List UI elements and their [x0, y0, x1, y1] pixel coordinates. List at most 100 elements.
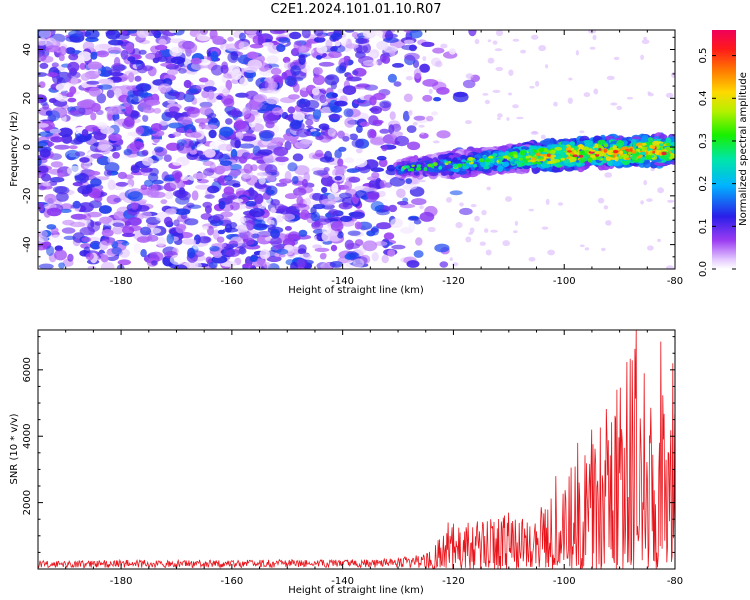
heatmap-cell — [613, 149, 619, 154]
heatmap-cell — [645, 154, 652, 160]
heatmap-cell — [490, 229, 498, 233]
snr-y-tick-label: 2000 — [22, 490, 33, 515]
heatmap-cell — [339, 192, 352, 199]
heatmap-cell — [88, 87, 101, 97]
heatmap-cell — [344, 117, 356, 128]
heatmap-cell — [512, 104, 519, 109]
heatmap-cell — [487, 155, 494, 159]
heatmap-cell — [320, 252, 327, 259]
heatmap-cell — [58, 127, 73, 138]
heatmap-cell — [281, 111, 289, 120]
heatmap-cell — [134, 75, 142, 82]
heatmap-cell — [251, 156, 266, 161]
heatmap-cell — [422, 94, 433, 102]
heatmap-cell — [270, 67, 282, 76]
heatmap-cell — [479, 241, 486, 246]
heatmap-cell — [290, 119, 302, 130]
heatmap-cell — [87, 61, 103, 70]
heatmap-cell — [449, 257, 453, 261]
heatmap-cell — [312, 109, 322, 120]
heatmap-cell — [343, 108, 354, 118]
heatmap-cell — [647, 91, 651, 95]
heatmap-cell — [135, 82, 152, 92]
heatmap-cell — [481, 209, 487, 216]
heatmap-cell — [530, 152, 535, 157]
heatmap-cell — [376, 155, 387, 161]
heatmap-cell — [513, 230, 518, 234]
heatmap-cell — [168, 106, 180, 113]
heatmap-cell — [412, 121, 418, 126]
figure-title: C2E1.2024.101.01.10.R07 — [270, 2, 442, 17]
heatmap-cell — [348, 252, 360, 259]
heatmap-cell — [222, 88, 230, 97]
heatmap-cell — [220, 160, 232, 167]
heatmap-cell — [492, 89, 501, 93]
heatmap-cell — [38, 156, 42, 167]
heatmap-cell — [293, 187, 307, 196]
heatmap-cell — [304, 99, 320, 110]
heatmap-cell — [415, 237, 423, 246]
snr-x-axis-label: Height of straight line (km) — [288, 585, 424, 596]
heatmap-cell — [257, 149, 273, 156]
heatmap-cell — [545, 64, 549, 69]
heatmap-cell — [38, 81, 46, 89]
heatmap-cell — [337, 231, 344, 239]
heatmap-cell — [79, 227, 95, 236]
heatmap-cell — [465, 73, 474, 79]
heatmap-cell — [146, 188, 160, 198]
snr-series-line — [38, 330, 675, 569]
heatmap-cell — [583, 92, 591, 98]
heatmap-cell — [345, 43, 359, 49]
heatmap-cell — [362, 240, 378, 252]
heatmap-cell — [187, 88, 199, 94]
heatmap-cell — [355, 148, 363, 154]
heatmap-cell — [518, 157, 524, 161]
heatmap-cell — [229, 243, 238, 248]
heatmap-cell — [441, 164, 446, 168]
heatmap-cell — [553, 101, 558, 107]
heatmap-cell — [192, 172, 208, 180]
heatmap-cell — [109, 53, 118, 58]
heatmap-cell — [638, 145, 643, 149]
heatmap-x-tick-label: -120 — [442, 276, 465, 287]
heatmap-cell — [447, 160, 452, 164]
heatmap-cell — [401, 44, 418, 51]
heatmap-cell — [300, 107, 316, 113]
heatmap-cell — [199, 101, 213, 108]
heatmap-cell — [452, 163, 459, 169]
heatmap-cell — [505, 196, 512, 202]
heatmap-cell — [362, 30, 377, 39]
heatmap-cell — [629, 148, 633, 152]
heatmap-cell — [525, 158, 531, 161]
heatmap-cell — [114, 87, 122, 96]
heatmap-cell — [107, 179, 116, 191]
heatmap-cell — [210, 117, 219, 124]
heatmap-cell — [407, 141, 421, 151]
heatmap-cell — [468, 30, 477, 37]
heatmap-cell — [274, 203, 286, 212]
heatmap-cell — [191, 190, 199, 201]
heatmap-y-tick-label: 40 — [22, 43, 33, 56]
heatmap-cell — [90, 112, 97, 121]
heatmap-cell — [516, 161, 523, 168]
heatmap-cell — [479, 158, 485, 163]
heatmap-cell — [243, 66, 258, 73]
heatmap-cell — [216, 95, 223, 100]
heatmap-cell — [113, 211, 126, 220]
heatmap-cell — [486, 186, 491, 191]
heatmap-cell — [334, 166, 346, 176]
heatmap-cell — [255, 30, 263, 37]
heatmap-cell — [178, 67, 187, 74]
heatmap-cell — [266, 88, 280, 94]
heatmap-cell — [292, 176, 299, 184]
heatmap-cell — [641, 39, 650, 44]
heatmap-cell — [391, 131, 404, 137]
heatmap-cell — [276, 214, 284, 223]
heatmap-cell — [91, 242, 99, 250]
heatmap-cell — [448, 48, 456, 55]
heatmap-cell — [38, 123, 49, 128]
heatmap-cell — [422, 79, 439, 87]
heatmap-cell — [650, 145, 656, 150]
colorbar-tick-label: 0.1 — [698, 218, 709, 234]
colorbar-tick-label: 0.2 — [698, 176, 709, 192]
